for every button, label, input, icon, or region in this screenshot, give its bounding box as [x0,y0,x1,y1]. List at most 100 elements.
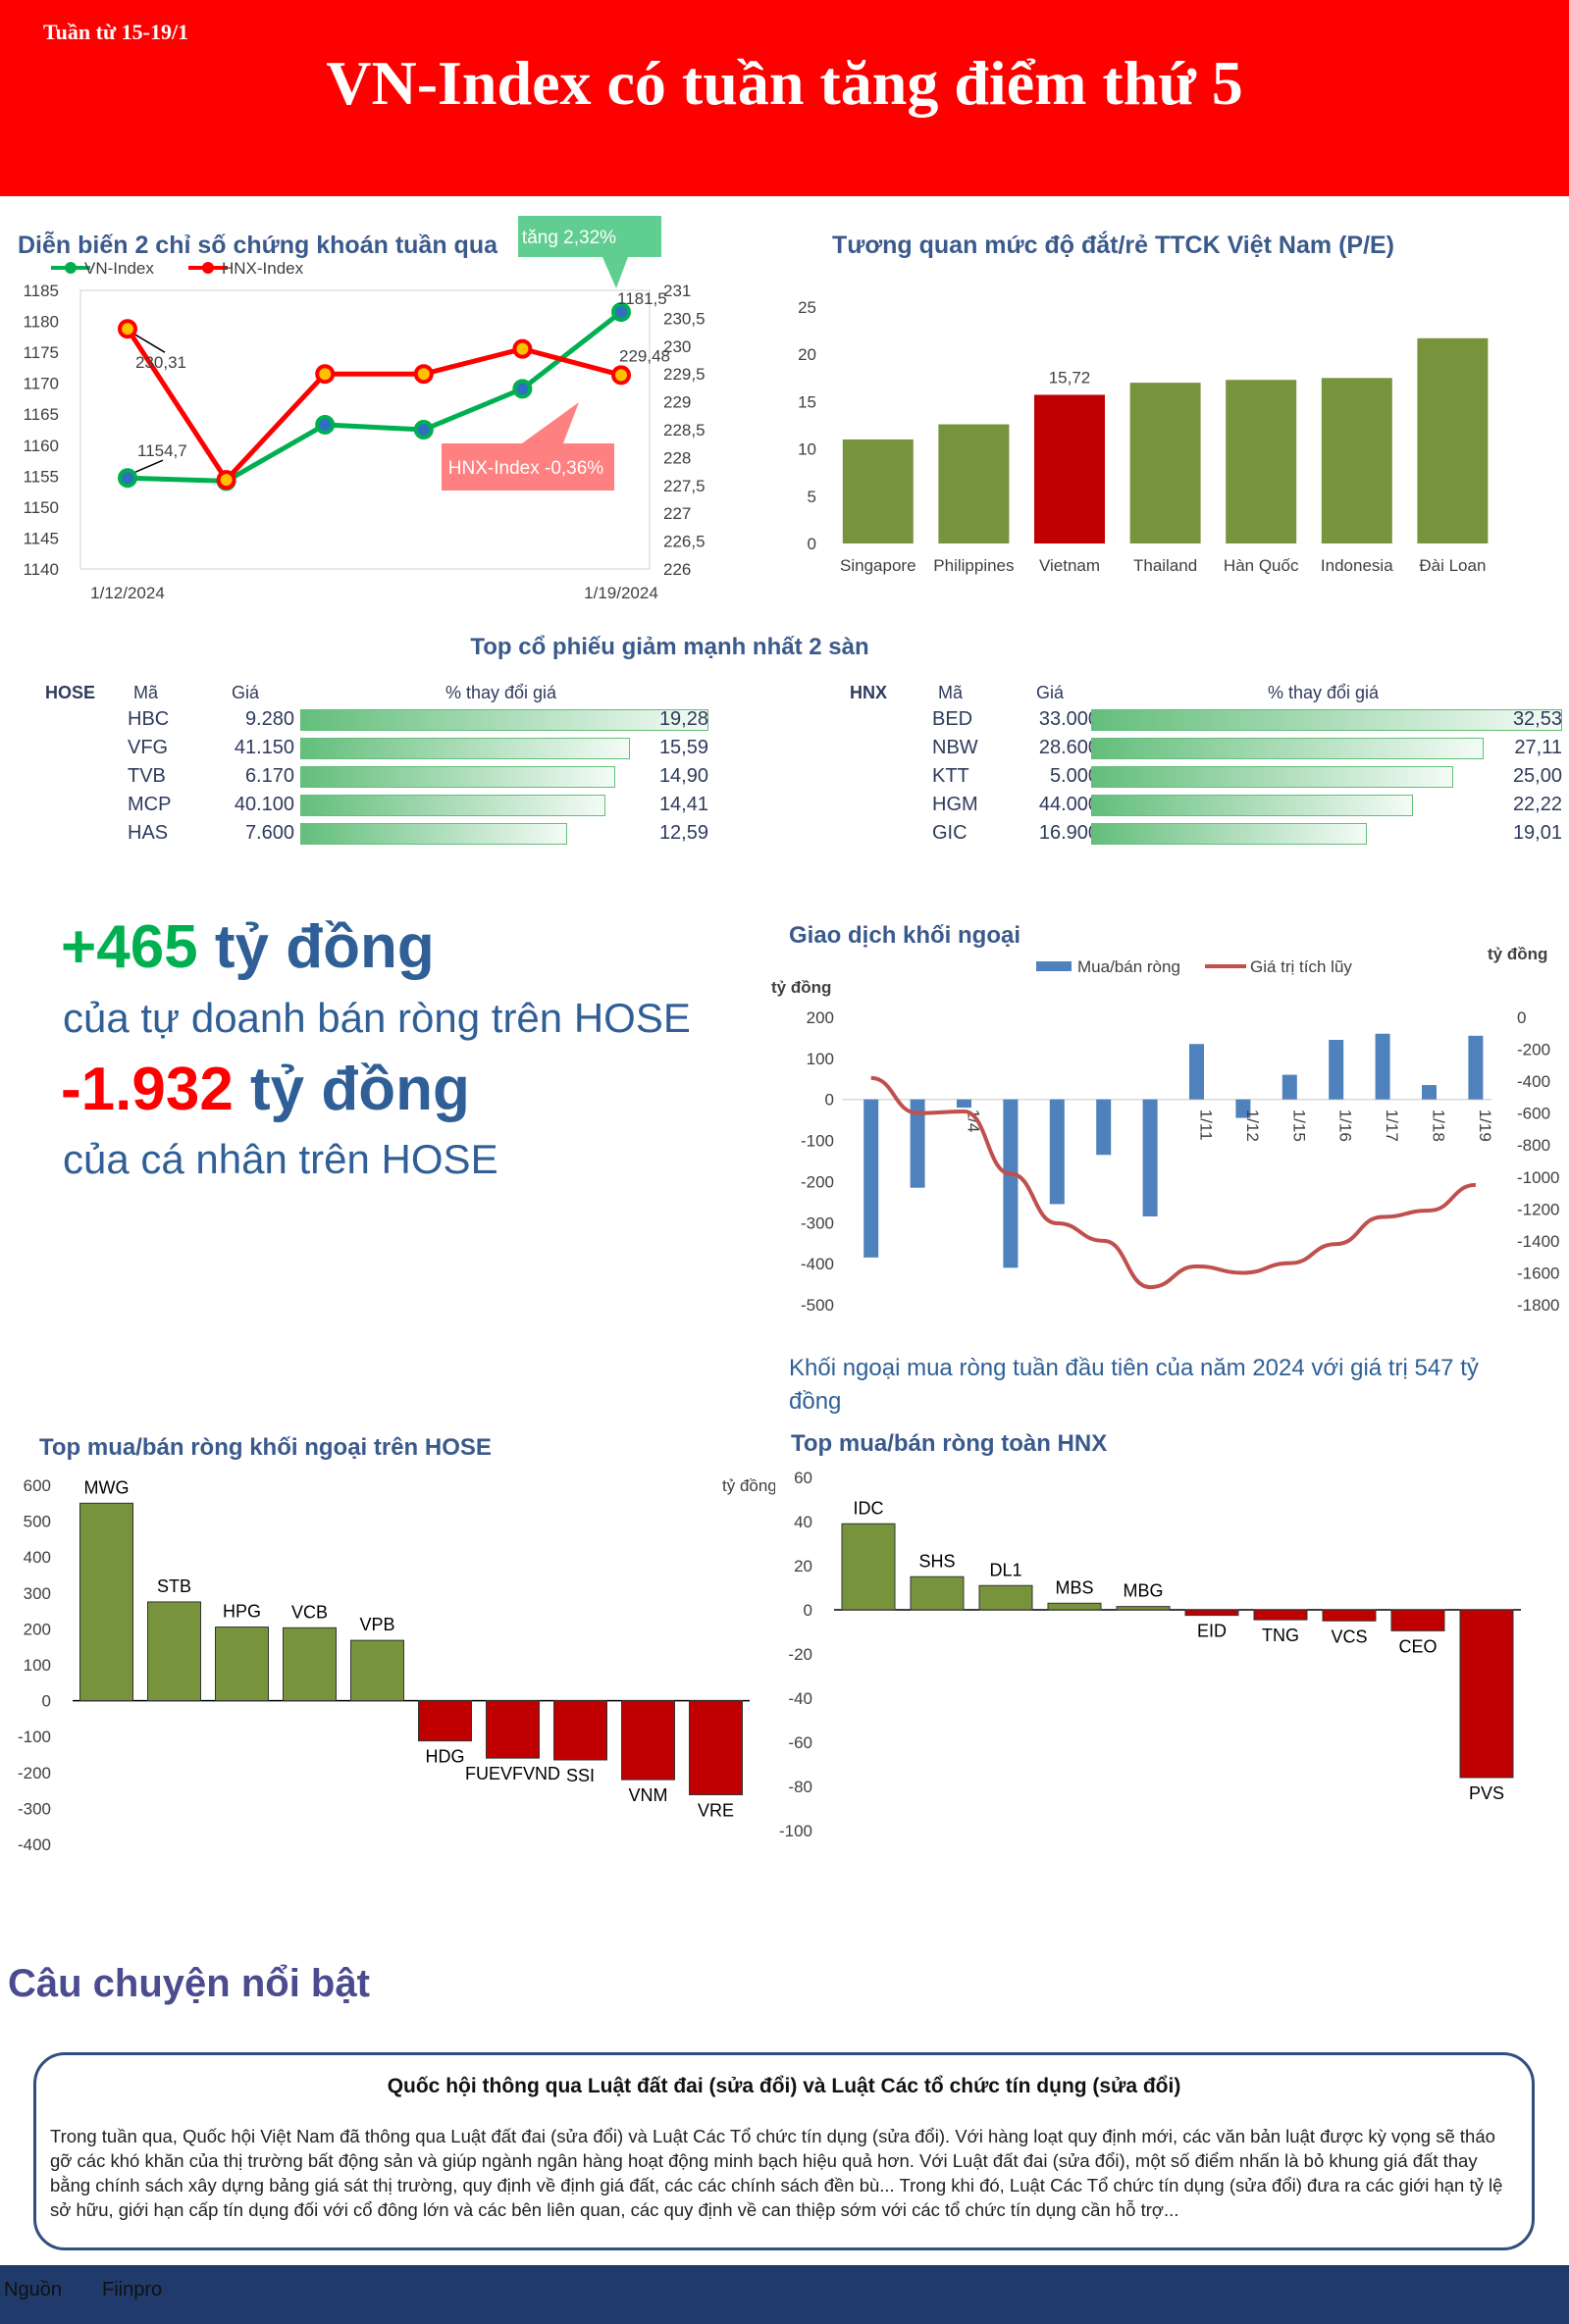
table-header: % thay đổi giá [1268,683,1380,702]
prop-trading-line: +465 tỷ đồng [61,912,435,982]
foreign-note: Khối ngoại mua ròng tuần đầu tiên của nă… [789,1355,1479,1415]
right-axis-tick: -1200 [1517,1200,1559,1218]
y-axis-tick: 0 [804,1601,812,1620]
category-label: VNM [629,1785,668,1805]
table-header: HNX [850,683,888,702]
change-bar [300,738,631,759]
source-name: Fiinpro [102,2279,163,2300]
y-axis-tick: -100 [18,1728,51,1746]
flow-bar [1375,1033,1390,1100]
change-value: 22,22 [1512,794,1562,815]
legend-label: Giá trị tích lũy [1250,957,1352,976]
week-label: Tuần từ 15-19/1 [43,20,189,44]
change-bar [300,766,616,788]
y-axis-tick: 5 [808,488,816,506]
pe-bar [1129,383,1201,543]
category-label: TNG [1262,1626,1299,1645]
y-axis-tick: 15 [798,392,816,411]
x-axis-tick: Vietnam [1039,556,1100,575]
net-bar [910,1575,965,1611]
change-bar [1091,795,1413,816]
table-header: % thay đổi giá [445,683,557,702]
category-label: HDG [426,1747,465,1767]
x-axis-tick: 1/11 [1197,1110,1216,1141]
stock-price: 7.600 [244,822,294,844]
series-point [611,365,631,386]
category-label: PVS [1469,1783,1504,1803]
left-axis-tick: 0 [825,1091,834,1110]
point-label: 229,48 [619,346,670,365]
y-axis-tick: -400 [18,1835,51,1854]
left-axis-tick: 1185 [23,282,59,300]
net-bar [1459,1609,1514,1779]
flow-bar [863,1099,879,1258]
right-axis-tick: 230 [663,337,691,356]
pe-chart-title: Tương quan mức độ đắt/rẻ TTCK Việt Nam (… [832,232,1395,259]
legend-label: Mua/bán ròng [1077,957,1180,976]
category-label: IDC [854,1498,884,1518]
stock-code: HAS [128,822,169,844]
stock-price: 41.150 [234,737,294,758]
right-axis-tick: -600 [1517,1105,1550,1123]
y-axis-tick: -40 [788,1689,812,1708]
y-axis-tick: -200 [18,1764,51,1782]
prop-trading-unit: tỷ đồng [197,913,435,981]
y-axis-tick: 10 [798,440,816,459]
y-axis-tick: -80 [788,1778,812,1796]
page-title: VN-Index có tuần tăng điểm thứ 5 [326,48,1243,118]
cumulative-line [870,1075,1477,1290]
left-axis-tick: -300 [801,1214,834,1232]
right-axis-tick: -1600 [1517,1264,1559,1282]
left-axis-tick: 200 [807,1008,834,1027]
legend-label: HNX-Index [222,259,304,278]
left-axis-tick: 1175 [23,343,59,362]
individual-text: của cá nhân trên HOSE [63,1136,498,1182]
x-axis-tick: Hàn Quốc [1224,556,1299,575]
category-label: EID [1197,1622,1227,1641]
up-callout-box [518,216,661,288]
category-label: VCB [291,1602,328,1622]
prop-trading-text: của tự doanh bán ròng trên HOSE [63,995,691,1041]
right-axis-tick: 229 [663,393,691,412]
change-value: 14,90 [658,765,708,787]
x-axis-tick: 1/18 [1430,1110,1448,1142]
net-bar [486,1700,540,1759]
y-axis-tick: 20 [798,345,816,364]
y-axis-tick: 400 [24,1548,51,1567]
net-bar [1322,1609,1377,1622]
net-bar [1116,1606,1171,1611]
flow-bar [1189,1044,1204,1100]
stock-code: NBW [932,737,978,758]
left-axis-tick: 1180 [23,313,59,332]
category-label: CEO [1398,1636,1437,1656]
right-axis-tick: -200 [1517,1041,1550,1059]
net-bar [553,1700,607,1761]
x-axis-tick: 1/12/2024 [90,584,165,602]
left-axis-tick: -400 [801,1255,834,1273]
stock-price: 40.100 [234,794,294,815]
left-axis-tick: 1155 [23,467,59,486]
x-axis-tick: Thailand [1133,556,1197,575]
y-axis-tick: 20 [794,1557,812,1575]
down-callout-box [442,402,614,491]
left-axis-tick: 1165 [23,405,59,424]
right-axis-tick: 226 [663,560,691,579]
stock-price: 6.170 [244,765,294,787]
series-point [413,364,434,385]
net-bar [1253,1609,1308,1621]
leader-line [134,459,164,473]
pe-bar [1226,380,1297,543]
y-axis-tick: -300 [18,1799,51,1818]
change-value: 25,00 [1512,765,1562,787]
net-bar [147,1601,201,1702]
change-bar [300,823,567,845]
series-line [125,327,622,485]
series-point [216,470,236,491]
right-axis-tick: 229,5 [663,365,706,384]
flow-bar [1096,1099,1112,1156]
index-chart-title: Diễn biến 2 chỉ số chứng khoán tuần qua [18,232,497,259]
x-axis-tick: 1/17 [1383,1110,1401,1142]
legend-label: VN-Index [84,259,154,278]
flow-bar [1422,1085,1437,1100]
net-bar [841,1523,896,1611]
